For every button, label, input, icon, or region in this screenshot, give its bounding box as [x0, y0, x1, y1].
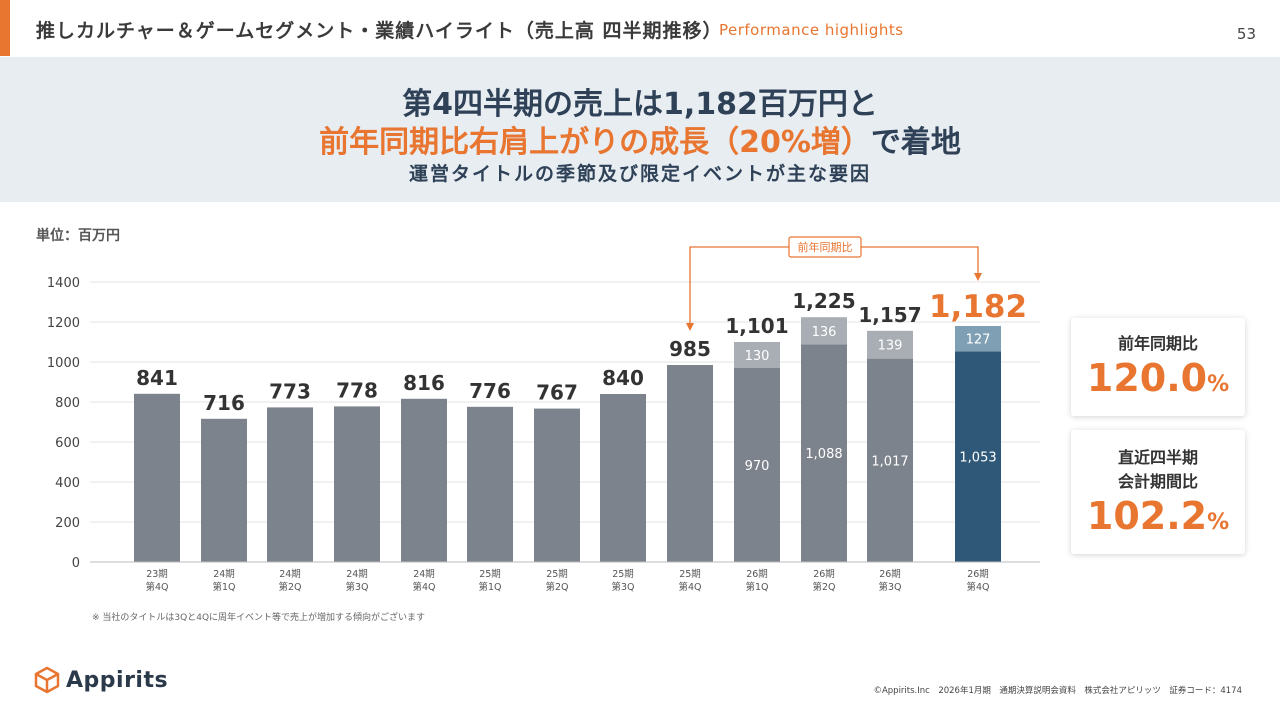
x-tick-label: 第3Q: [345, 581, 368, 593]
headline-line2: 前年同期比右肩上がりの成長（20%増）で着地: [0, 117, 1280, 161]
x-tick-label: 24期: [213, 569, 235, 580]
bar-game: [667, 365, 713, 562]
bar-game: [534, 408, 580, 562]
y-tick-label: 600: [55, 436, 80, 451]
headline-line2-accent: 前年同期比右肩上がりの成長（20%増）: [319, 125, 871, 160]
bar-total-label: 776: [469, 379, 511, 403]
yoy-bracket-label: 前年同期比: [798, 240, 853, 254]
bar-total-label: 985: [669, 337, 711, 361]
segment-label-game: 1,088: [805, 447, 842, 462]
x-tick-label: 第2Q: [812, 581, 835, 593]
x-tick-label: 第2Q: [545, 581, 568, 593]
page-number: 53: [1236, 25, 1256, 43]
page-title: 推しカルチャー＆ゲームセグメント・業績ハイライト（売上高 四半期推移）: [36, 20, 723, 42]
yoy-arrow-left-icon: [686, 323, 694, 331]
x-tick-label: 24期: [279, 569, 301, 580]
x-tick-label: 24期: [413, 569, 435, 580]
x-tick-label: 第1Q: [478, 581, 501, 593]
kpi-qoq-label: 直近四半期 会計期間比: [1117, 448, 1198, 491]
page-subtitle-en: Performance highlights: [719, 21, 904, 39]
logo-text: Appirits: [66, 667, 169, 693]
x-tick-label: 第2Q: [278, 581, 301, 593]
x-tick-label: 25期: [612, 569, 634, 580]
segment-label-staffing: 127: [966, 333, 991, 348]
kpi-card-yoy: 前年同期比 120.0%: [1071, 318, 1245, 416]
yoy-arrow-right-icon: [974, 273, 982, 281]
x-tick-label: 25期: [479, 569, 501, 580]
bar-staffing: [955, 326, 1001, 352]
bar-game: [801, 344, 847, 562]
bar-game: [867, 358, 913, 562]
bar-total-label: 767: [536, 381, 578, 405]
bar-game: [401, 398, 447, 562]
x-tick-label: 26期: [746, 569, 768, 580]
bar-total-label: 1,182: [929, 289, 1027, 325]
bar-game: [955, 351, 1001, 562]
bar-game: [267, 407, 313, 562]
bar-total-label: 816: [403, 371, 445, 395]
bar-total-label: 773: [269, 379, 311, 403]
headline-line2-rest: で着地: [870, 125, 961, 160]
x-tick-label: 25期: [679, 569, 701, 580]
y-tick-label: 800: [55, 396, 80, 411]
bar-total-label: 841: [136, 366, 178, 390]
x-tick-label: 23期: [146, 569, 168, 580]
bar-staffing: [734, 342, 780, 368]
bar-game: [734, 368, 780, 562]
y-tick-label: 400: [55, 476, 80, 491]
y-tick-label: 200: [55, 516, 80, 531]
y-tick-label: 1200: [47, 316, 80, 331]
x-tick-label: 第3Q: [878, 581, 901, 593]
bar-game: [467, 406, 513, 562]
x-tick-label: 第4Q: [145, 581, 168, 593]
headline-line3: 運営タイトルの季節及び限定イベントが主な要因: [408, 163, 871, 185]
kpi-card-qoq: 直近四半期 会計期間比 102.2%: [1071, 430, 1245, 554]
x-tick-label: 第1Q: [745, 581, 768, 593]
y-tick-label: 1400: [47, 276, 80, 291]
bar-staffing: [801, 317, 847, 345]
bar-total-label: 1,225: [792, 289, 855, 313]
x-tick-label: 26期: [967, 569, 989, 580]
segment-label-game: 1,053: [959, 451, 996, 466]
segment-label-staffing: 130: [745, 349, 770, 364]
cube-logo-icon: [34, 666, 60, 694]
x-tick-label: 26期: [879, 569, 901, 580]
footnote: ※ 当社のタイトルは3Qと4Qに周年イベント等で売上が増加する傾向がございます: [92, 613, 426, 623]
y-tick-label: 1000: [47, 356, 80, 371]
y-tick-label: 0: [72, 556, 80, 571]
x-tick-label: 第4Q: [966, 581, 989, 593]
bar-total-label: 716: [203, 391, 245, 415]
footer-copyright: ©Appirits.Inc 2026年1月期 通期決算説明会資料 株式会社アピリ…: [873, 686, 1242, 696]
sales-bar-chart: 020040060080010001200140084123期第4Q71624期…: [47, 236, 1040, 593]
kpi-yoy-label: 前年同期比: [1117, 334, 1198, 353]
kpi-qoq-value: 102.2%: [1086, 494, 1230, 538]
company-logo: Appirits: [34, 664, 168, 696]
segment-label-staffing: 139: [878, 339, 903, 354]
segment-label-game: 970: [745, 459, 770, 474]
segment-label-game: 1,017: [871, 454, 908, 469]
bar-total-label: 778: [336, 378, 378, 402]
x-tick-label: 第3Q: [611, 581, 634, 593]
bar-total-label: 840: [602, 366, 644, 390]
headline-banner: 第4四半期の売上は1,182百万円と 前年同期比右肩上がりの成長（20%増）で着…: [0, 57, 1280, 202]
x-tick-label: 25期: [546, 569, 568, 580]
x-tick-label: 24期: [346, 569, 368, 580]
segment-label-staffing: 136: [812, 325, 837, 340]
bar-game: [134, 393, 180, 562]
bar-total-label: 1,101: [725, 314, 788, 338]
bar-total-label: 1,157: [858, 303, 921, 327]
yoy-bracket-box: [788, 236, 862, 258]
bar-staffing: [867, 330, 913, 359]
kpi-yoy-value: 120.0%: [1086, 356, 1230, 400]
unit-label: 単位：百万円: [36, 228, 120, 244]
bar-game: [600, 394, 646, 562]
x-tick-label: 第4Q: [412, 581, 435, 593]
headline-line1: 第4四半期の売上は1,182百万円と: [402, 87, 878, 122]
x-tick-label: 第4Q: [678, 581, 701, 593]
x-tick-label: 26期: [813, 569, 835, 580]
accent-bar: [0, 0, 10, 56]
bar-game: [201, 418, 247, 562]
bar-game: [334, 406, 380, 562]
x-tick-label: 第1Q: [212, 581, 235, 593]
